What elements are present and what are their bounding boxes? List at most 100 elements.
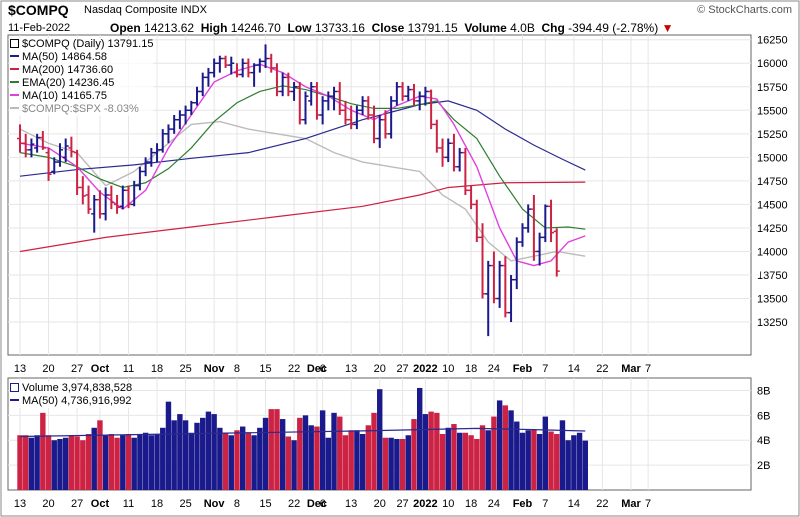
volume-bar: [399, 438, 406, 490]
price-legend: $COMPQ (Daily) 13791.15 MA(50) 14864.58 MA…: [10, 38, 154, 116]
volume-bar: [468, 435, 474, 490]
volume-bar: [102, 435, 109, 490]
close-value: 13791.15: [407, 21, 458, 35]
price-x-tick-label: 18: [465, 363, 477, 375]
volume-x-tick-label: 24: [488, 498, 500, 510]
down-arrow-icon: ▼: [661, 21, 674, 35]
volume-x-tick-label: Mar: [621, 498, 641, 510]
legend-text: EMA(20) 14236.45: [22, 77, 115, 89]
volume-bar: [205, 411, 212, 490]
volume-bar: [377, 389, 383, 490]
volume-tick-label: 2B: [757, 460, 770, 472]
ratio-line: [19, 120, 586, 262]
volume-bar: [40, 412, 46, 490]
volume-x-tick-label: 18: [151, 498, 163, 510]
volume-bar: [456, 432, 463, 490]
volume-bar: [177, 414, 183, 490]
volume-x-tick-label: 20: [374, 498, 386, 510]
legend-swatch: [10, 399, 19, 401]
price-tick-label: 13500: [757, 294, 788, 306]
volume-bar: [45, 435, 52, 490]
volume-bar: [382, 437, 389, 490]
volume-bar: [576, 432, 583, 490]
volume-bar: [228, 435, 234, 490]
price-legend-item: $COMPQ:$SPX -8.03%: [10, 103, 153, 116]
price-x-tick-label: 7: [542, 363, 548, 375]
volume-x-tick-label: 18: [465, 498, 477, 510]
volume-bar: [154, 434, 160, 490]
volume-bar: [165, 401, 172, 490]
volume-bar: [211, 414, 217, 490]
volume-bar: [85, 434, 92, 490]
price-x-tick-label: 11: [123, 363, 134, 375]
price-legend-item: MA(200) 14736.60: [10, 64, 153, 77]
volume-x-tick-label: 22: [288, 498, 300, 510]
volume-legend-item: MA(50) 4,736,916,992: [10, 395, 132, 408]
quote-date: 11-Feb-2022: [8, 22, 71, 34]
volume-bar: [80, 440, 86, 490]
chart-subtitle: Nasdaq Composite INDX: [84, 4, 207, 16]
volume-bar: [485, 430, 491, 490]
price-x-tick-label: Mar: [621, 363, 641, 375]
legend-text: $COMPQ (Daily) 13791.15: [22, 38, 154, 50]
volume-bar: [542, 416, 549, 490]
volume-bar: [137, 434, 143, 490]
volume-value: 4.0B: [510, 21, 535, 35]
open-label: Open: [110, 21, 141, 35]
volume-bar: [148, 435, 155, 490]
legend-text: MA(50) 4,736,916,992: [22, 395, 132, 407]
volume-bar: [479, 425, 486, 490]
volume-bar: [337, 416, 343, 490]
volume-bar: [222, 432, 229, 490]
volume-bar: [120, 435, 126, 490]
last-price-marker: [752, 265, 760, 278]
price-x-tick-label: 13: [14, 363, 26, 375]
volume-bar: [188, 432, 194, 490]
volume-x-tick-label: Feb: [513, 498, 533, 510]
volume-x-tick-label: 22: [596, 498, 608, 510]
price-x-tick-label: 22: [288, 363, 300, 375]
volume-bar: [239, 426, 246, 490]
legend-text: $COMPQ:$SPX -8.03%: [22, 103, 139, 115]
volume-bar: [342, 435, 349, 490]
volume-tick-label: 4B: [757, 435, 770, 447]
volume-bar: [428, 411, 434, 490]
volume-bar: [302, 415, 309, 490]
volume-x-tick-label: 14: [568, 498, 580, 510]
volume-bar: [57, 438, 63, 490]
volume-bar: [365, 425, 372, 490]
volume-bar: [417, 387, 423, 490]
quote-line: Open 14213.62 High 14246.70 Low 13733.16…: [110, 21, 673, 35]
volume-bar: [171, 420, 177, 490]
price-x-tick-label: 22: [596, 363, 608, 375]
price-tick-label: 13250: [757, 317, 788, 329]
volume-bar: [28, 437, 35, 490]
volume-bar: [348, 430, 354, 490]
volume-legend-item: Volume 3,974,838,528: [10, 382, 132, 395]
price-x-tick-label: Oct: [91, 363, 110, 375]
legend-swatch: [10, 383, 19, 392]
volume-x-tick-label: 20: [42, 498, 54, 510]
chg-value: -394.49 (-2.78%): [568, 21, 659, 35]
price-legend-item: MA(50) 14864.58: [10, 51, 153, 64]
volume-tick-label: 8B: [757, 385, 770, 397]
price-x-tick-label: 20: [374, 363, 386, 375]
volume-bar: [554, 434, 560, 490]
volume-bar: [314, 426, 320, 490]
volume-x-tick-label: 25: [179, 498, 191, 510]
price-tick-label: 14500: [757, 199, 788, 211]
volume-bar: [23, 435, 29, 490]
volume-bar: [262, 417, 269, 490]
ma200-line: [19, 181, 586, 253]
volume-bar: [279, 419, 286, 490]
high-label: High: [200, 21, 228, 35]
volume-x-tick-label: 7: [542, 498, 548, 510]
volume-bar: [394, 438, 400, 490]
volume-legend: Volume 3,974,838,528 MA(50) 4,736,916,992: [10, 382, 133, 408]
volume-bar: [285, 436, 292, 490]
volume-x-tick-label: 13: [345, 498, 357, 510]
price-x-tick-label: 15: [259, 363, 271, 375]
volume-bar: [531, 429, 537, 490]
